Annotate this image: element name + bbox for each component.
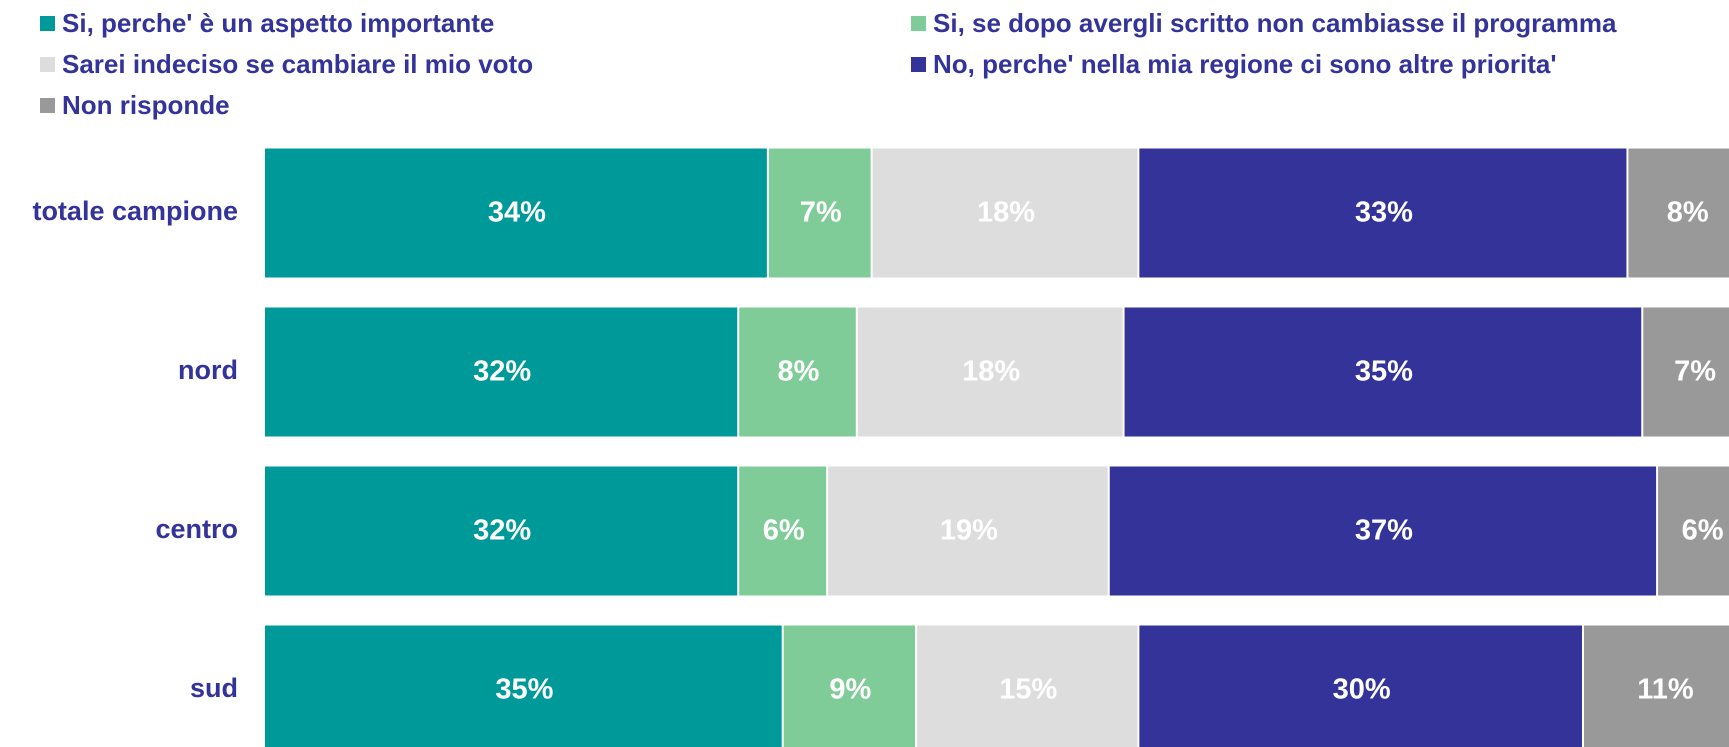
value-label: 35%: [1355, 356, 1413, 388]
bar-segment: [872, 148, 1138, 278]
bar-segment: [828, 466, 1108, 596]
value-label: 6%: [763, 515, 805, 547]
value-label: 32%: [473, 356, 531, 388]
bar-segment: [1109, 466, 1657, 596]
value-label: 8%: [1667, 197, 1709, 229]
bar-segment: [1658, 466, 1729, 596]
bar-segment: [1583, 625, 1729, 747]
legend-swatch: [40, 57, 55, 72]
bar-segment: [1628, 148, 1729, 278]
bar-segment: [265, 466, 738, 596]
category-label: nord: [178, 355, 238, 385]
value-label: 30%: [1333, 674, 1391, 706]
bar-segment: [1139, 148, 1627, 278]
value-label: 18%: [962, 356, 1020, 388]
legend-label: Non risponde: [62, 90, 230, 120]
legend-label: No, perche' nella mia regione ci sono al…: [933, 49, 1557, 79]
legend-swatch: [40, 16, 55, 31]
bar-segment: [739, 466, 827, 596]
bar-segment: [265, 307, 738, 437]
category-label: centro: [155, 514, 238, 544]
value-label: 7%: [800, 197, 842, 229]
value-label: 18%: [977, 197, 1035, 229]
bar-segment: [857, 307, 1123, 437]
value-label: 37%: [1355, 515, 1413, 547]
bar-segment: [1124, 307, 1642, 437]
category-label: totale campione: [32, 196, 238, 226]
category-label: sud: [190, 673, 238, 703]
value-label: 7%: [1674, 356, 1716, 388]
value-label: 15%: [999, 674, 1057, 706]
bar-segment: [265, 148, 767, 278]
legend-swatch: [911, 57, 926, 72]
value-label: 11%: [1637, 674, 1694, 706]
bar-segment: [265, 625, 782, 747]
value-label: 6%: [1682, 515, 1724, 547]
value-label: 19%: [940, 515, 998, 547]
bar-segment: [768, 148, 871, 278]
legend-swatch: [911, 16, 926, 31]
legend-label: Si, perche' è un aspetto importante: [62, 8, 494, 38]
value-label: 35%: [495, 674, 553, 706]
value-label: 34%: [488, 197, 546, 229]
bar-segment: [1643, 307, 1729, 437]
bar-segment: [917, 625, 1138, 747]
value-label: 33%: [1355, 197, 1413, 229]
value-label: 8%: [778, 356, 820, 388]
value-label: 32%: [473, 515, 531, 547]
legend-label: Sarei indeciso se cambiare il mio voto: [62, 49, 533, 79]
bar-segment: [1139, 625, 1582, 747]
legend-label: Si, se dopo avergli scritto non cambiass…: [933, 8, 1617, 38]
bar-segment: [739, 307, 856, 437]
value-label: 9%: [829, 674, 871, 706]
legend-swatch: [40, 98, 55, 113]
bar-segment: [783, 625, 916, 747]
